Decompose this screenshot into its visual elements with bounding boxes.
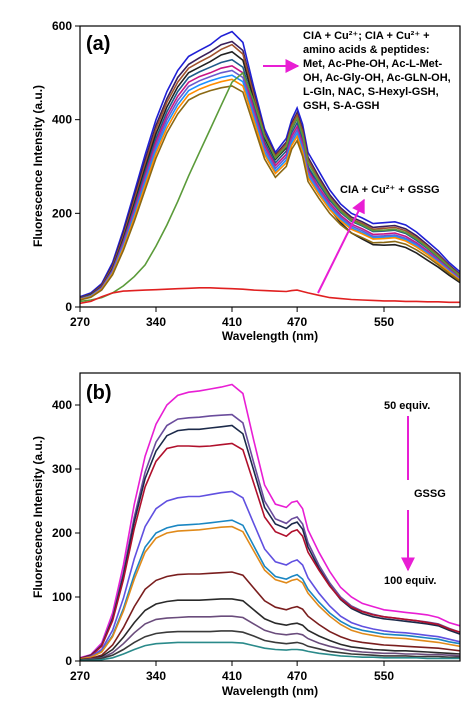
panel-a-y-ticks: 0 200 400 600	[52, 19, 80, 314]
panel-a-plot-frame	[79, 25, 461, 308]
panel-b-series-11	[79, 630, 460, 662]
panel-a-y-tick-label-0: 0	[65, 300, 72, 314]
panel-b-chart: 0 100 200 300 400 270 340 410 470 550 (b) Wavele…	[31, 372, 461, 698]
panel-a-series-10	[79, 85, 461, 301]
panel-b-label-50-equiv: 50 equiv.	[384, 400, 430, 412]
panel-a-chart: 0 200 400 600 270 340 410 470 550 (a) Wavelengt…	[31, 19, 461, 343]
panel-a-series-group	[79, 30, 461, 305]
panel-b-series-8	[79, 571, 461, 661]
panel-a-series-5	[79, 58, 461, 300]
panel-a-series-8	[79, 74, 461, 301]
panel-a-series-4	[79, 50, 461, 300]
panel-a-y-tick-label-600: 600	[52, 19, 72, 33]
panel-b-y-tick-label-300: 300	[52, 462, 72, 476]
panel-a-annotation-gssg: CIA + Cu²⁺ + GSSG	[340, 184, 440, 196]
panel-b-x-ticks: 270 340 410 470 550	[70, 661, 394, 683]
panel-b-y-tick-label-400: 400	[52, 398, 72, 412]
panel-b-y-ticks: 0 100 200 300 400	[52, 398, 80, 668]
panel-a-y-axis-label: Fluorescence Intensity (a.u.)	[31, 85, 45, 247]
panel-b-y-tick-label-100: 100	[52, 590, 72, 604]
panel-b-x-axis-label: Wavelength (nm)	[222, 684, 318, 698]
panel-a-y-tick-label-200: 200	[52, 206, 72, 220]
panel-b-y-tick-label-0: 0	[65, 654, 72, 668]
panel-b-series-9	[79, 598, 461, 661]
panel-b-series-1	[79, 383, 461, 659]
panel-b-x-tick-label-550: 550	[374, 669, 394, 683]
panel-a-x-tick-label-270: 270	[70, 315, 90, 329]
panel-a-x-tick-label-550: 550	[374, 315, 394, 329]
panel-b-series-12	[80, 641, 460, 662]
panel-a-annotation-line-2: amino acids & peptides:	[303, 44, 430, 56]
panel-a-series-11	[79, 71, 461, 303]
panel-a-arrow-up	[317, 198, 365, 294]
panel-b-label: (b)	[86, 382, 112, 404]
panel-b-label-100-equiv: 100 equiv.	[384, 575, 436, 587]
panel-b-series-6	[79, 519, 461, 660]
panel-b-x-tick-label-340: 340	[146, 669, 166, 683]
panel-a-series-12	[79, 287, 460, 305]
panel-a-annotation-line-5: L-Gln, NAC, S-Hexyl-GSH,	[303, 86, 439, 98]
panel-a-series-7	[79, 69, 461, 300]
panel-a-annotation-line-6: GSH, S-A-GSH	[303, 100, 379, 112]
panel-a-label: (a)	[86, 33, 110, 55]
panel-a-series-6	[79, 64, 461, 300]
panel-a-annotation-line-4: OH, Ac-Gly-OH, Ac-GLN-OH,	[303, 72, 451, 84]
panel-b-series-10	[79, 615, 461, 662]
panel-b-x-tick-label-470: 470	[287, 669, 307, 683]
panel-b-series-3	[79, 424, 461, 660]
panel-a-series-9	[79, 78, 461, 301]
panel-a-series-1	[79, 30, 461, 298]
panel-b-y-axis-label: Fluorescence Intensity (a.u.)	[31, 436, 45, 598]
panel-b-plot-frame	[79, 372, 461, 662]
panel-b-x-tick-label-410: 410	[222, 669, 242, 683]
panel-a-series-3	[79, 43, 461, 299]
panel-b-y-tick-label-200: 200	[52, 526, 72, 540]
panel-a-y-tick-label-400: 400	[52, 113, 72, 127]
panel-a-series-2	[79, 40, 461, 299]
panel-b-series-4	[79, 442, 461, 660]
panel-a-annotation: CIA + Cu²⁺; CIA + Cu²⁺ + amino acids & p…	[303, 30, 451, 112]
panel-a-x-tick-label-340: 340	[146, 315, 166, 329]
panel-a-annotation-line-3: Met, Ac-Phe-OH, Ac-L-Met-	[303, 58, 442, 70]
panel-a-x-tick-label-470: 470	[287, 315, 307, 329]
panel-b-label-gssg: GSSG	[414, 488, 446, 500]
panel-a-x-axis-label: Wavelength (nm)	[222, 329, 318, 343]
panel-b-series-group	[79, 383, 461, 662]
panel-a-x-ticks: 270 340 410 470 550	[70, 307, 394, 329]
panel-b-series-7	[79, 525, 461, 660]
panel-b-series-5	[79, 490, 461, 660]
panel-a-annotation-line-1: CIA + Cu²⁺; CIA + Cu²⁺ +	[303, 30, 430, 42]
panel-b-x-tick-label-270: 270	[70, 669, 90, 683]
panel-a-x-tick-label-410: 410	[222, 315, 242, 329]
